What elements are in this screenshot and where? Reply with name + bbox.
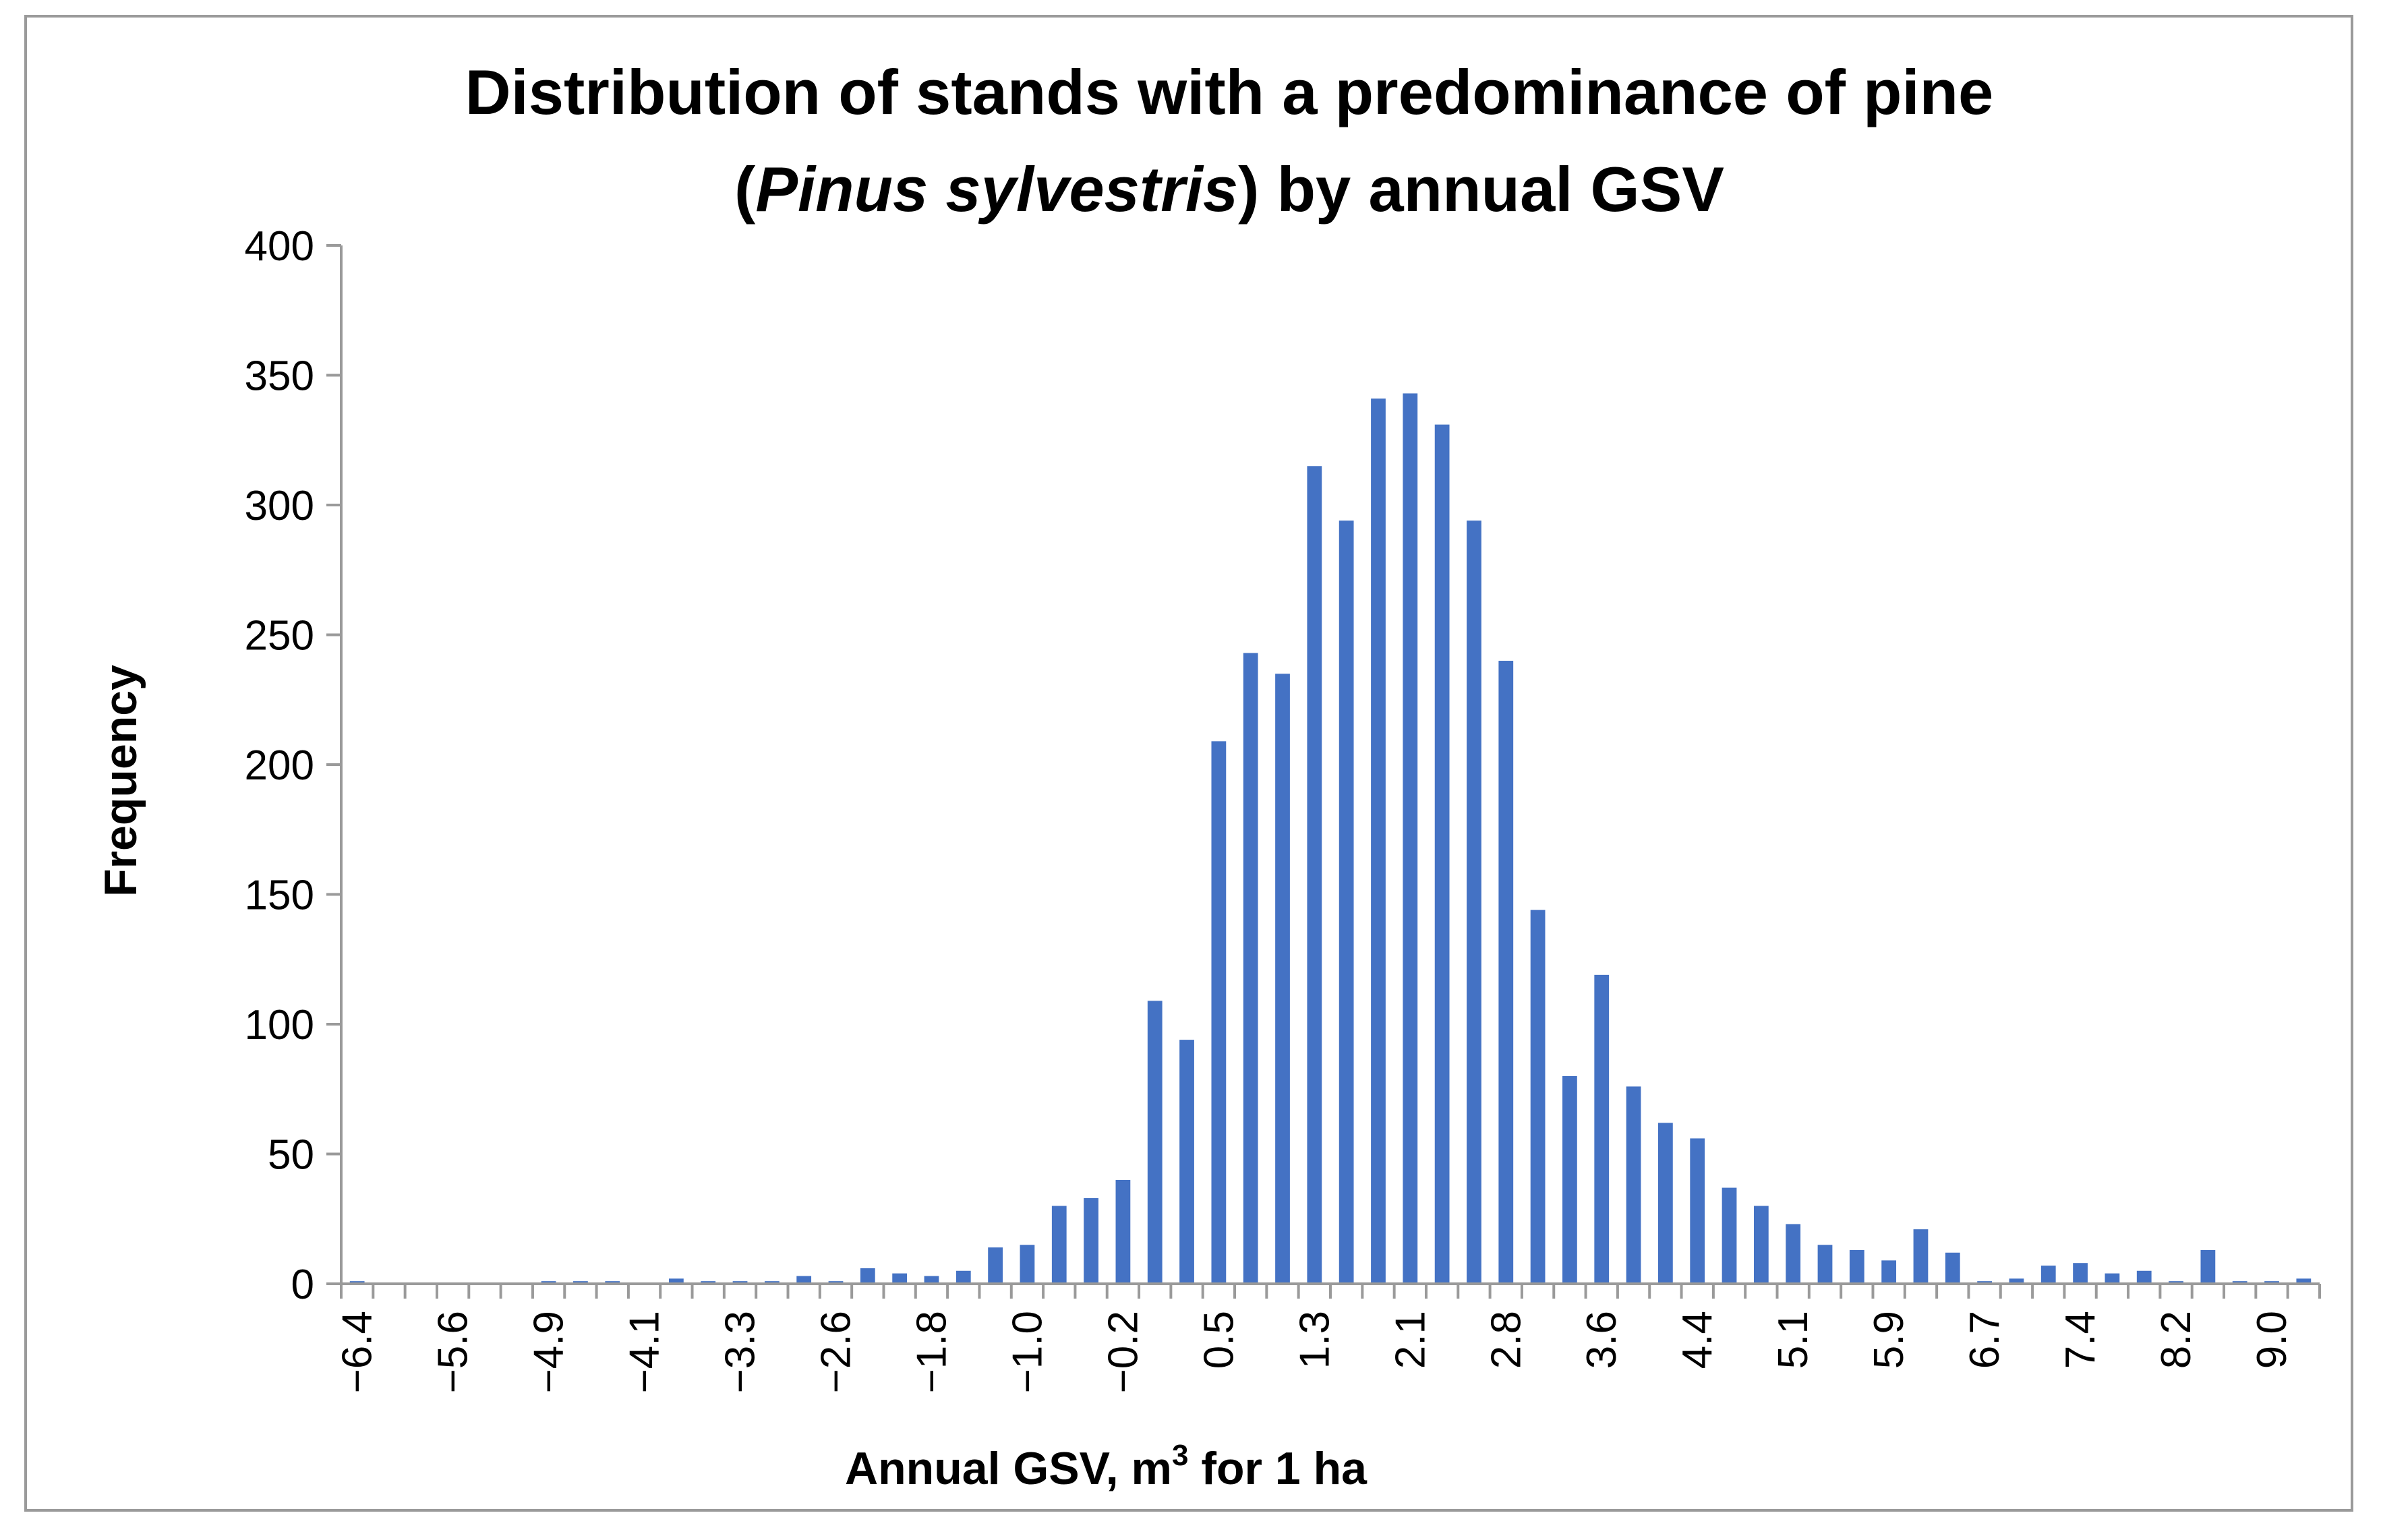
histogram-bar bbox=[860, 1268, 875, 1284]
histogram-bar bbox=[1371, 398, 1386, 1284]
histogram-bar bbox=[1530, 910, 1546, 1284]
histogram-bar bbox=[2073, 1263, 2088, 1284]
x-tick-label: −3.3 bbox=[717, 1311, 764, 1393]
histogram-bar bbox=[1307, 466, 1322, 1284]
x-tick-label: −4.9 bbox=[526, 1311, 572, 1393]
histogram-bar bbox=[1945, 1252, 1960, 1284]
histogram-bar bbox=[1467, 521, 1481, 1284]
x-tick-label: 1.3 bbox=[1291, 1311, 1338, 1369]
y-tick-label: 400 bbox=[245, 223, 314, 270]
histogram-bar bbox=[1115, 1180, 1131, 1284]
y-axis-ticks: 0 50 100 150 200 250 300 350 400 bbox=[245, 223, 343, 1308]
chart-frame: Distribution of stands with a predominan… bbox=[24, 15, 2353, 1512]
histogram-bar bbox=[1881, 1260, 1897, 1284]
bars bbox=[349, 393, 2312, 1284]
x-tick-label: −0.2 bbox=[1100, 1311, 1146, 1393]
histogram-bar bbox=[1179, 1040, 1194, 1284]
histogram-bar bbox=[924, 1276, 939, 1284]
x-axis-title: Annual GSV, m3 for 1 ha bbox=[845, 1439, 1368, 1494]
histogram-bar bbox=[1434, 424, 1450, 1284]
histogram-bar bbox=[1849, 1249, 1864, 1284]
y-tick-label: 0 bbox=[291, 1262, 314, 1308]
x-tick-label: 0.5 bbox=[1196, 1311, 1242, 1369]
histogram-bar bbox=[1084, 1197, 1098, 1284]
y-tick-label: 150 bbox=[245, 872, 314, 919]
histogram-bar bbox=[2009, 1278, 2024, 1284]
x-tick-label: 6.7 bbox=[1962, 1311, 2008, 1369]
histogram-bar bbox=[2296, 1278, 2312, 1284]
histogram-bar bbox=[1020, 1245, 1035, 1284]
x-tick-label: 8.2 bbox=[2153, 1311, 2200, 1369]
histogram-bar bbox=[1594, 974, 1610, 1284]
x-axis-title-superscript: 3 bbox=[1172, 1439, 1188, 1472]
histogram-bar bbox=[1147, 1001, 1163, 1284]
histogram-chart: Distribution of stands with a predominan… bbox=[95, 57, 2321, 1494]
x-tick-label: 2.8 bbox=[1483, 1311, 1529, 1369]
chart-title-line-1: Distribution of stands with a predominan… bbox=[465, 57, 1994, 127]
x-tick-label: 5.9 bbox=[1866, 1311, 1912, 1369]
chart-title-open-paren: ( bbox=[734, 154, 756, 225]
chart-title-suffix: ) by annual GSV bbox=[1238, 154, 1724, 225]
chart-title-line-2: (Pinus sylvestris) by annual GSV bbox=[734, 154, 1724, 225]
y-tick-label: 50 bbox=[268, 1132, 314, 1179]
y-tick-label: 300 bbox=[245, 483, 314, 529]
histogram-bar bbox=[1275, 674, 1290, 1284]
histogram-bar bbox=[1243, 653, 1258, 1284]
histogram-bar bbox=[2040, 1266, 2056, 1284]
y-tick-label: 100 bbox=[245, 1002, 314, 1048]
histogram-bar bbox=[1786, 1224, 1801, 1284]
x-axis-title-main: Annual GSV, m bbox=[845, 1443, 1172, 1494]
histogram-bar bbox=[796, 1276, 812, 1284]
x-tick-label: −4.1 bbox=[622, 1311, 668, 1393]
x-tick-label: 7.4 bbox=[2057, 1311, 2104, 1369]
histogram-bar bbox=[1913, 1229, 1929, 1284]
histogram-bar bbox=[1753, 1206, 1769, 1284]
histogram-bar bbox=[988, 1247, 1003, 1284]
histogram-bar bbox=[1051, 1206, 1067, 1284]
x-tick-label: 4.4 bbox=[1674, 1311, 1721, 1369]
histogram-bar bbox=[1339, 521, 1354, 1284]
histogram-bar bbox=[1817, 1245, 1833, 1284]
x-tick-label: −5.6 bbox=[430, 1311, 477, 1393]
y-tick-label: 350 bbox=[245, 353, 314, 400]
histogram-bar bbox=[2136, 1270, 2152, 1284]
x-tick-label: −1.0 bbox=[1004, 1311, 1051, 1393]
histogram-bar bbox=[1722, 1187, 1737, 1284]
histogram-bar bbox=[892, 1273, 908, 1284]
histogram-bar bbox=[1626, 1086, 1641, 1284]
x-axis: −6.4 −5.6 −4.9 −4.1 −3.3 −2.6 −1.8 −1.0 −0.2 0.5 1… bbox=[334, 1282, 2321, 1393]
histogram-bar bbox=[669, 1278, 684, 1284]
x-tick-label: 2.1 bbox=[1387, 1311, 1434, 1369]
x-tick-label: 5.1 bbox=[1770, 1311, 1817, 1369]
x-tick-label: −1.8 bbox=[908, 1311, 955, 1393]
histogram-bar bbox=[1403, 393, 1418, 1284]
y-tick-label: 250 bbox=[245, 613, 314, 659]
x-tick-label: 9.0 bbox=[2249, 1311, 2295, 1369]
histogram-bar bbox=[1562, 1076, 1577, 1284]
x-tick-label: −6.4 bbox=[334, 1311, 381, 1393]
y-tick-label: 200 bbox=[245, 742, 314, 789]
histogram-bar bbox=[1658, 1123, 1673, 1284]
histogram-bar bbox=[956, 1270, 971, 1284]
y-axis-title: Frequency bbox=[95, 665, 146, 897]
chart-title-species: Pinus sylvestris bbox=[755, 154, 1238, 225]
x-tick-label: 3.6 bbox=[1579, 1311, 1625, 1369]
histogram-bar bbox=[2105, 1273, 2120, 1284]
histogram-bar bbox=[1498, 661, 1514, 1284]
histogram-bar bbox=[1211, 741, 1227, 1284]
histogram-bar bbox=[1690, 1138, 1705, 1284]
x-axis-title-suffix: for 1 ha bbox=[1188, 1443, 1368, 1494]
x-tick-label: −2.6 bbox=[813, 1311, 860, 1393]
histogram-bar bbox=[2200, 1249, 2216, 1284]
